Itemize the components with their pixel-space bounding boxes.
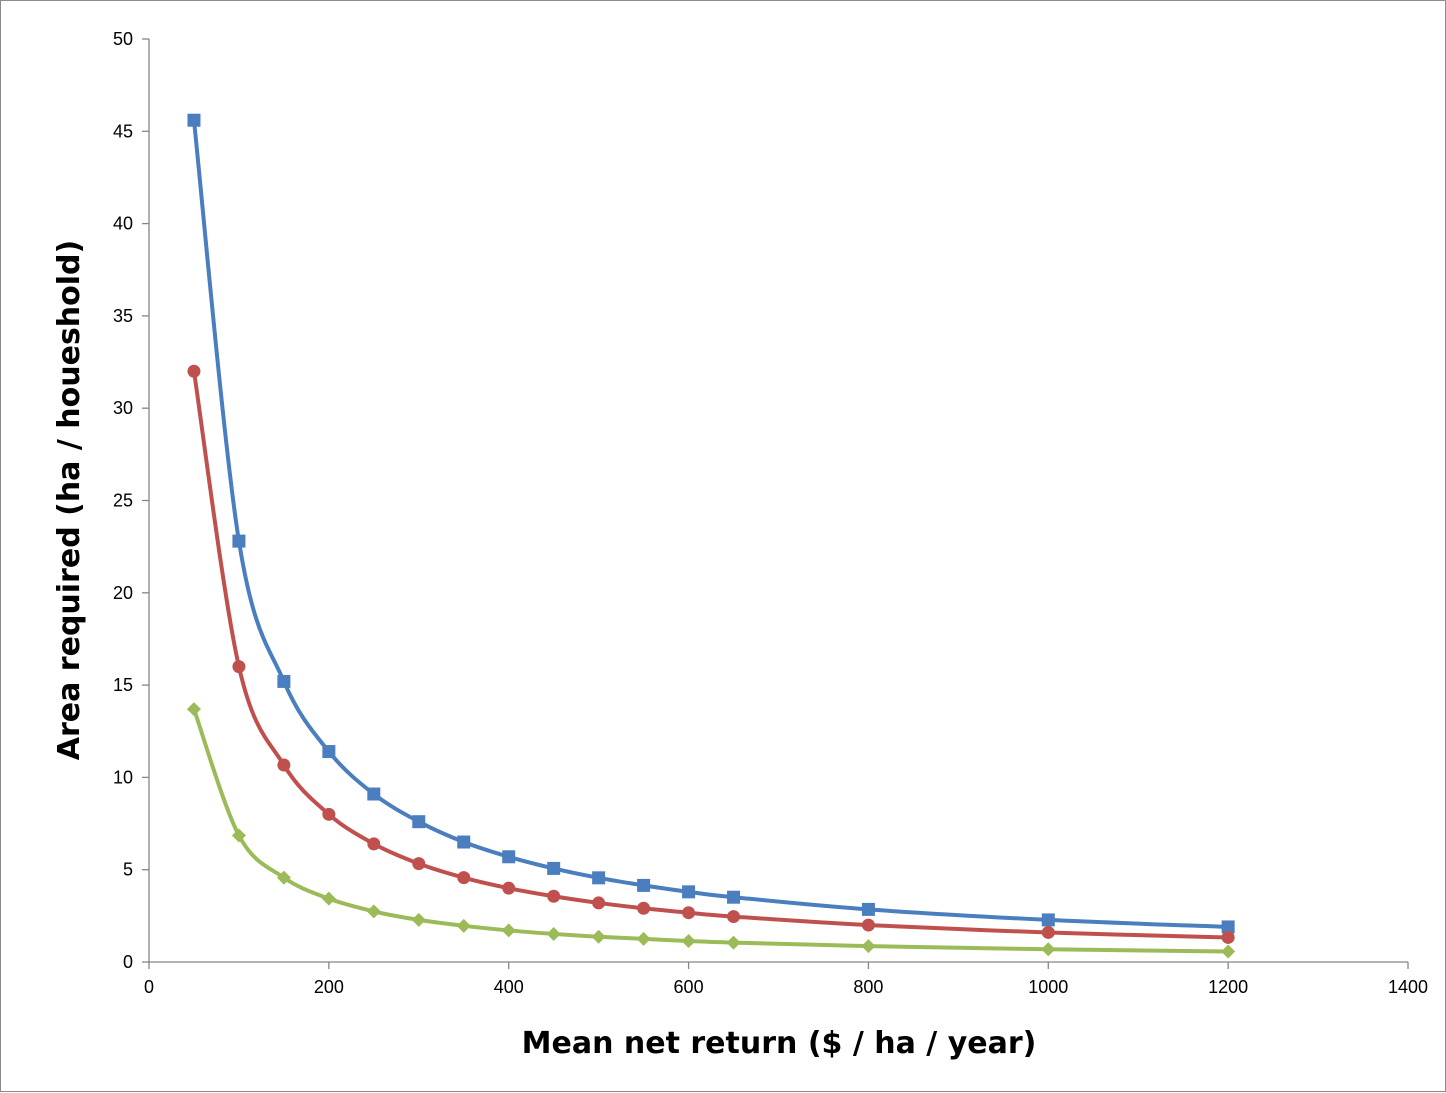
x-tick-label: 200 (314, 977, 344, 997)
data-point-square (682, 885, 696, 899)
data-point-square (367, 787, 381, 801)
data-point-square (277, 674, 291, 688)
data-point-diamond (321, 891, 336, 906)
data-point-diamond (1221, 944, 1236, 959)
data-point-square (187, 113, 201, 127)
data-point-diamond (231, 828, 246, 843)
y-tick-label: 5 (123, 860, 133, 880)
data-point-square (457, 835, 471, 849)
axes: 0 200 400 600 800 1000 1200 1400 0 5 10 15 20 25 30 35 4… (113, 29, 1428, 997)
y-tick-label: 50 (113, 29, 133, 49)
x-tick-label: 400 (494, 977, 524, 997)
data-point-diamond (681, 933, 696, 948)
data-point-diamond (636, 931, 651, 946)
series-3 (186, 702, 1236, 959)
data-point-square (232, 534, 246, 548)
y-tick-label: 15 (113, 675, 133, 695)
y-tick-label: 20 (113, 583, 133, 603)
x-tick-label: 1400 (1388, 977, 1428, 997)
series-2 (187, 364, 1235, 944)
data-point-diamond (456, 918, 471, 933)
data-point-diamond (1041, 942, 1056, 957)
data-point-circle (1041, 925, 1055, 939)
data-point-circle (457, 871, 471, 885)
data-point-diamond (186, 702, 201, 717)
data-point-diamond (411, 912, 426, 927)
y-tick-label: 10 (113, 767, 133, 787)
series-line (191, 370, 1229, 940)
x-tick-label: 1200 (1208, 977, 1248, 997)
data-point-circle (367, 837, 381, 851)
data-point-square (861, 902, 875, 916)
data-point-circle (277, 758, 291, 772)
data-point-diamond (591, 929, 606, 944)
data-point-circle (1221, 930, 1235, 944)
data-point-circle (861, 918, 875, 932)
data-point-circle (232, 660, 246, 674)
data-point-diamond (726, 935, 741, 950)
data-point-circle (322, 807, 336, 821)
x-tick-label: 600 (674, 977, 704, 997)
data-point-diamond (861, 939, 876, 954)
series-1 (187, 113, 1235, 934)
x-tick-label: 1000 (1028, 977, 1068, 997)
data-point-square (637, 878, 651, 892)
data-point-circle (727, 910, 741, 924)
data-point-square (502, 850, 516, 864)
data-point-diamond (366, 904, 381, 919)
data-point-circle (187, 364, 201, 378)
data-point-square (1221, 920, 1235, 934)
data-point-square (412, 815, 426, 829)
data-point-square (1041, 913, 1055, 927)
data-point-circle (682, 906, 696, 920)
y-tick-label: 40 (113, 214, 133, 234)
y-tick-label: 30 (113, 398, 133, 418)
data-point-circle (502, 881, 516, 895)
y-tick-label: 35 (113, 306, 133, 326)
data-point-circle (637, 901, 651, 915)
y-tick-label: 45 (113, 121, 133, 141)
data-point-diamond (501, 923, 516, 938)
data-point-diamond (276, 870, 291, 885)
data-point-square (727, 890, 741, 904)
y-tick-label: 0 (123, 952, 133, 972)
series-layer (186, 113, 1236, 959)
x-tick-label: 0 (144, 977, 154, 997)
data-point-square (592, 871, 606, 885)
data-point-square (547, 861, 561, 875)
x-tick-label: 800 (853, 977, 883, 997)
data-point-square (322, 745, 336, 759)
y-axis-title: Area required (ha / houeshold) (52, 240, 87, 761)
x-axis-title: Mean net return ($ / ha / year) (522, 1026, 1037, 1061)
data-point-circle (592, 896, 606, 910)
data-point-circle (412, 857, 426, 871)
data-point-circle (547, 889, 561, 903)
data-point-diamond (546, 926, 561, 941)
y-tick-label: 25 (113, 491, 133, 511)
series-line (191, 120, 1229, 929)
